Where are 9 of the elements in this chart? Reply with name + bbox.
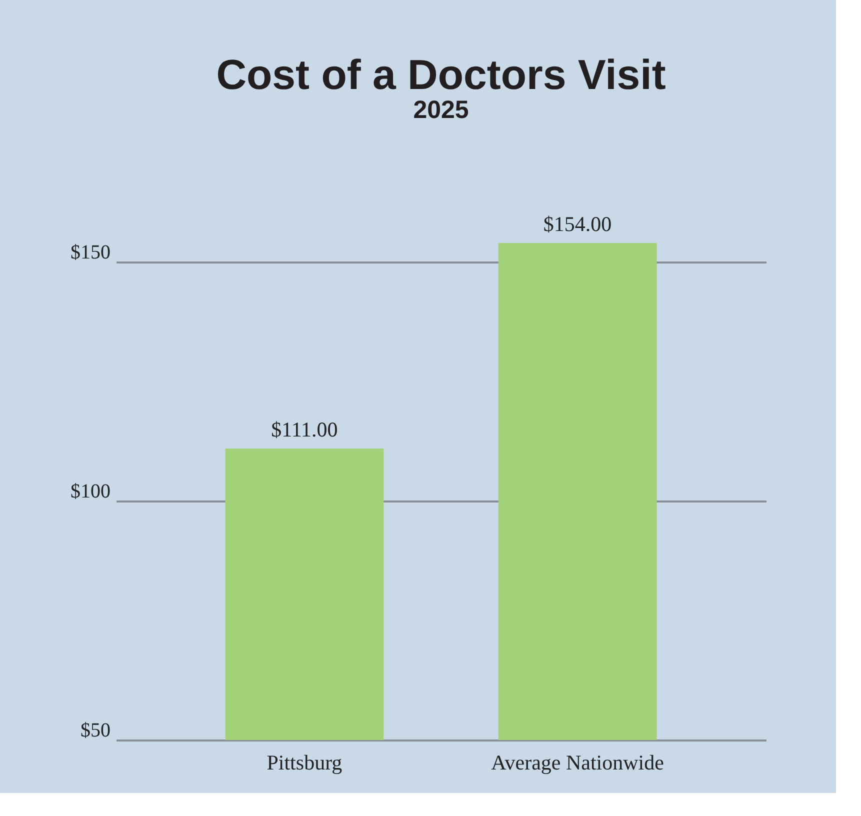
chart-subtitle: 2025 xyxy=(413,96,469,124)
y-tick-label: $150 xyxy=(70,242,110,264)
chart-title: Cost of a Doctors Visit xyxy=(216,51,666,98)
y-tick-label: $50 xyxy=(80,720,110,742)
data-label: $111.00 xyxy=(271,417,338,442)
y-tick-label: $100 xyxy=(70,480,110,503)
x-tick-label: Average Nationwide xyxy=(491,750,664,774)
data-label: $154.00 xyxy=(543,212,612,236)
x-tick-label: Pittsburg xyxy=(266,750,343,774)
